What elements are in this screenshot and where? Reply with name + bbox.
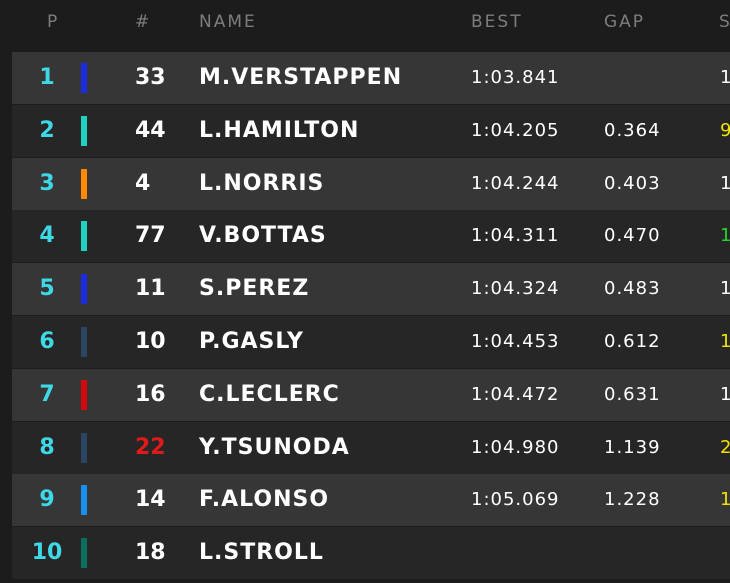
driver-name: P.GASLY [199, 329, 304, 354]
team-color-bar [81, 274, 87, 305]
team-color-bar [81, 168, 87, 199]
best-time: 1:04.244 [471, 172, 560, 194]
gap: 1.139 [604, 436, 661, 458]
position: 3 [39, 170, 55, 196]
driver-row: 1 33 M.VERSTAPPEN 1:03.841 1 [12, 52, 730, 104]
position: 6 [39, 329, 55, 354]
sector-time: 1 [720, 67, 730, 88]
driver-row: 9 14 F.ALONSO 1:05.069 1.228 1 [12, 474, 730, 527]
driver-name: C.LECLERC [199, 381, 340, 407]
sector-time: 1 [720, 383, 730, 405]
team-color-bar [81, 379, 87, 410]
header-sector: S [719, 12, 730, 32]
driver-row: 2 44 L.HAMILTON 1:04.205 0.364 9 [12, 104, 730, 157]
car-number: 77 [135, 223, 166, 249]
header-position: P [47, 12, 60, 32]
driver-name: L.HAMILTON [199, 117, 360, 143]
car-number: 10 [135, 329, 166, 354]
position: 9 [39, 487, 55, 513]
gap: 0.470 [604, 225, 661, 247]
header-best: BEST [471, 12, 523, 32]
team-color-bar [81, 432, 87, 463]
sector-time: 2 [720, 436, 730, 458]
car-number: 11 [135, 276, 166, 302]
driver-row: 8 22 Y.TSUNODA 1:04.980 1.139 2 [12, 421, 730, 474]
sector-time: 1 [720, 331, 730, 352]
position: 10 [31, 540, 63, 566]
car-number: 22 [135, 434, 166, 460]
team-color-bar [81, 538, 87, 569]
car-number: 33 [135, 65, 166, 90]
best-time: 1:04.980 [471, 436, 560, 458]
best-time: 1:03.841 [471, 67, 560, 88]
car-number: 44 [135, 117, 166, 143]
gap: 0.364 [604, 119, 661, 141]
sector-time: 9 [720, 119, 730, 141]
header-number: # [135, 12, 152, 32]
sector-time: 1 [720, 225, 730, 247]
driver-row: 7 16 C.LECLERC 1:04.472 0.631 1 [12, 368, 730, 421]
driver-name: L.STROLL [199, 540, 324, 566]
gap: 0.483 [604, 278, 661, 300]
position: 2 [39, 117, 55, 143]
header-name: NAME [199, 12, 257, 32]
driver-name: Y.TSUNODA [199, 434, 350, 460]
best-time: 1:04.324 [471, 278, 560, 300]
driver-name: M.VERSTAPPEN [199, 65, 403, 90]
driver-row: 4 77 V.BOTTAS 1:04.311 0.470 1 [12, 210, 730, 263]
sector-time: 1 [720, 278, 730, 300]
position: 8 [39, 434, 55, 460]
driver-row: 10 18 L.STROLL [12, 527, 730, 580]
car-number: 18 [135, 540, 166, 566]
car-number: 4 [135, 170, 151, 196]
car-number: 16 [135, 381, 166, 407]
best-time: 1:05.069 [471, 489, 560, 511]
driver-name: L.NORRIS [199, 170, 325, 196]
best-time: 1:04.311 [471, 225, 560, 247]
position: 5 [39, 276, 55, 302]
team-color-bar [81, 327, 87, 357]
driver-name: S.PEREZ [199, 276, 310, 302]
gap: 1.228 [604, 489, 661, 511]
gap: 0.612 [604, 331, 661, 352]
header-gap: GAP [604, 12, 646, 32]
team-color-bar [81, 221, 87, 252]
position: 7 [39, 381, 55, 407]
driver-row: 5 11 S.PEREZ 1:04.324 0.483 1 [12, 263, 730, 316]
car-number: 14 [135, 487, 166, 513]
team-color-bar [81, 485, 87, 516]
sector-time: 1 [720, 489, 730, 511]
gap: 0.403 [604, 172, 661, 194]
best-time: 1:04.205 [471, 119, 560, 141]
driver-name: F.ALONSO [199, 487, 330, 513]
best-time: 1:04.472 [471, 383, 560, 405]
team-color-bar [81, 115, 87, 146]
gap: 0.631 [604, 383, 661, 405]
position: 4 [39, 223, 55, 249]
driver-row: 3 4 L.NORRIS 1:04.244 0.403 1 [12, 157, 730, 210]
team-color-bar [81, 63, 87, 93]
position: 1 [39, 65, 55, 90]
driver-name: V.BOTTAS [199, 223, 327, 249]
best-time: 1:04.453 [471, 331, 560, 352]
driver-row: 6 10 P.GASLY 1:04.453 0.612 1 [12, 316, 730, 368]
sector-time: 1 [720, 172, 730, 194]
